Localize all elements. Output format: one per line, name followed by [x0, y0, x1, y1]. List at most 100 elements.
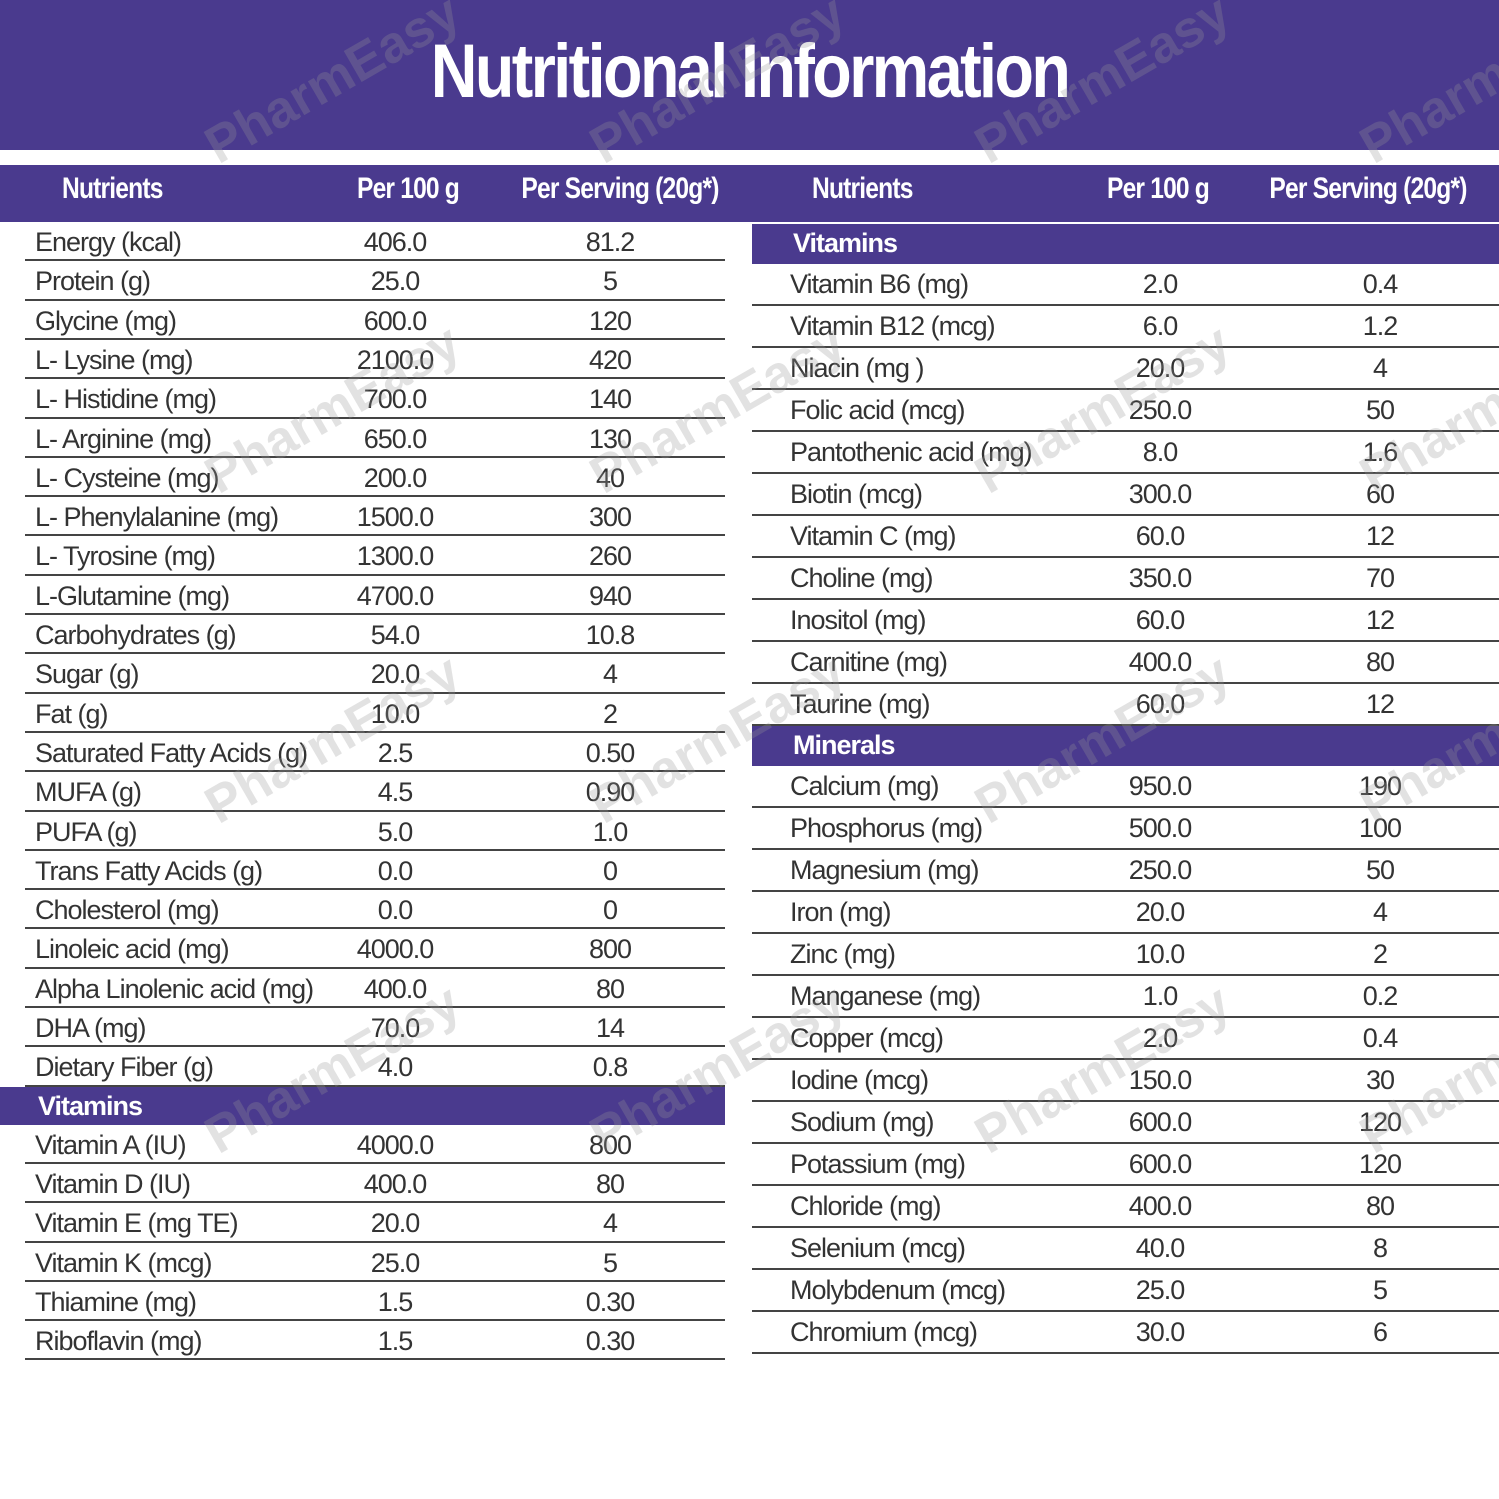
cell-nutrient: Biotin (mcg)	[790, 479, 923, 509]
cell-nutrient: Sodium (mg)	[790, 1107, 935, 1137]
cell-value: 25.0	[1135, 1275, 1186, 1305]
cell-value: 0.50	[585, 737, 636, 768]
cell-value: 2	[602, 698, 618, 729]
row-divider	[25, 1006, 725, 1008]
cell-value: 200.0	[363, 462, 428, 493]
cell-value: 25.0	[370, 1247, 421, 1278]
cell-nutrient: Dietary Fiber (g)	[35, 1052, 214, 1083]
row-divider	[752, 724, 1499, 726]
cell-nutrient: Copper (mcg)	[790, 1023, 944, 1053]
cell-nutrient: Manganese (mg)	[790, 981, 981, 1011]
cell-value: 4	[602, 1208, 618, 1239]
row-divider	[752, 1226, 1499, 1228]
cell-nutrient: Vitamin B12 (mcg)	[790, 311, 996, 341]
cell-nutrient: Vitamin C (mg)	[790, 521, 957, 551]
row-divider	[752, 682, 1499, 684]
row-divider	[25, 888, 725, 891]
cell-nutrient: Molybdenum (mcg)	[790, 1275, 1006, 1305]
row-divider	[752, 1352, 1499, 1354]
cell-nutrient: Riboflavin (mg)	[35, 1326, 203, 1357]
row-divider	[25, 1279, 725, 1282]
row-divider	[25, 298, 725, 301]
cell-value: 6.0	[1142, 311, 1179, 341]
row-divider	[25, 1240, 725, 1243]
cell-value: 1.6	[1362, 437, 1399, 467]
cell-value: 2.5	[377, 737, 414, 768]
row-divider	[25, 809, 725, 812]
row-divider	[25, 966, 725, 969]
cell-value: 130	[588, 423, 632, 454]
section-heading: Minerals	[793, 730, 896, 760]
cell-value: 4	[1372, 897, 1388, 927]
cell-nutrient: Chromium (mcg)	[790, 1317, 978, 1347]
row-divider	[25, 573, 725, 576]
row-divider	[752, 472, 1499, 474]
cell-value: 30.0	[1135, 1317, 1186, 1347]
cell-value: 50	[1365, 855, 1395, 885]
row-divider	[752, 806, 1499, 808]
watermark: PharmEasy	[195, 313, 470, 506]
cell-value: 0.0	[377, 895, 414, 926]
cell-value: 5	[602, 1247, 618, 1278]
row-divider	[752, 1184, 1499, 1186]
cell-value: 1500.0	[356, 502, 435, 533]
cell-nutrient: L- Cysteine (mg)	[35, 462, 220, 493]
cell-value: 150.0	[1128, 1065, 1193, 1095]
cell-value: 20.0	[1135, 353, 1186, 383]
cell-nutrient: Vitamin B6 (mg)	[790, 269, 969, 299]
cell-value: 4700.0	[356, 580, 435, 611]
cell-value: 940	[588, 580, 632, 611]
cell-nutrient: PUFA (g)	[35, 816, 138, 847]
cell-nutrient: Fat (g)	[35, 698, 109, 729]
title-band	[0, 0, 1499, 150]
cell-value: 60.0	[1135, 605, 1186, 635]
cell-nutrient: Selenium (mcg)	[790, 1233, 966, 1263]
row-divider	[752, 1142, 1499, 1144]
row-divider	[752, 598, 1499, 600]
cell-nutrient: Choline (mg)	[790, 563, 934, 593]
row-divider	[25, 416, 725, 419]
row-divider	[25, 377, 725, 380]
cell-nutrient: Niacin (mg )	[790, 353, 925, 383]
cell-value: 0.90	[585, 777, 636, 808]
cell-value: 400.0	[1128, 1191, 1193, 1221]
cell-value: 300	[588, 502, 632, 533]
cell-value: 2.0	[1142, 269, 1179, 299]
cell-nutrient: Folic acid (mcg)	[790, 395, 966, 425]
column-header: Nutrients	[62, 172, 163, 205]
cell-value: 250.0	[1128, 395, 1193, 425]
row-divider	[752, 430, 1499, 432]
cell-value: 120	[1358, 1107, 1402, 1137]
cell-nutrient: Vitamin A (IU)	[35, 1129, 187, 1160]
cell-value: 406.0	[363, 227, 428, 257]
row-divider	[25, 1084, 725, 1087]
header-band	[0, 165, 1499, 222]
cell-nutrient: Chloride (mg)	[790, 1191, 942, 1221]
cell-value: 2.0	[1142, 1023, 1179, 1053]
row-divider	[25, 1201, 725, 1204]
row-divider	[25, 848, 725, 851]
cell-value: 0	[602, 855, 618, 886]
cell-nutrient: DHA (mg)	[35, 1013, 147, 1043]
cell-value: 40.0	[1135, 1233, 1186, 1263]
cell-nutrient: Taurine (mg)	[790, 689, 931, 719]
cell-value: 800	[588, 1129, 632, 1160]
cell-value: 600.0	[1128, 1107, 1193, 1137]
cell-nutrient: Thiamine (mg)	[35, 1286, 197, 1317]
row-divider	[25, 613, 725, 615]
cell-value: 250.0	[1128, 855, 1193, 885]
cell-nutrient: Iodine (mcg)	[790, 1065, 929, 1095]
row-divider	[752, 1016, 1499, 1018]
row-divider	[25, 1161, 725, 1164]
cell-value: 14	[595, 1013, 625, 1043]
cell-nutrient: Carnitine (mg)	[790, 647, 948, 677]
cell-value: 4000.0	[356, 1129, 435, 1160]
cell-value: 260	[588, 541, 632, 572]
cell-value: 10.0	[370, 698, 421, 729]
cell-value: 12	[1365, 689, 1395, 719]
cell-value: 5.0	[377, 816, 414, 847]
cell-value: 1.5	[377, 1286, 414, 1317]
row-divider	[752, 514, 1499, 516]
cell-value: 81.2	[585, 227, 636, 257]
cell-value: 6	[1372, 1317, 1388, 1347]
